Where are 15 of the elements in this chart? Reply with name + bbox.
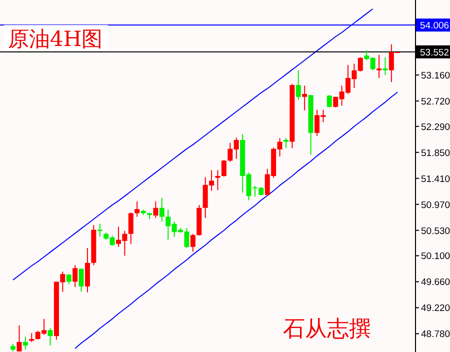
y-tick-label: 51.850: [421, 148, 450, 159]
ref-line-label: 54.006: [420, 20, 450, 32]
y-tick-label: 49.220: [421, 303, 450, 314]
ref-line-label: 53.552: [420, 47, 450, 58]
y-tick-label: 50.100: [421, 251, 450, 262]
annotation: 石从志撰: [283, 317, 371, 342]
y-tick-label: 49.660: [421, 277, 450, 288]
text: 原油4H图: [8, 27, 103, 51]
y-tick-label: 52.290: [421, 122, 450, 133]
y-tick-label: 50.530: [421, 226, 450, 237]
y-tick-label: 51.410: [421, 174, 450, 185]
y-tick-label: 50.970: [421, 200, 450, 211]
y-tick-label: 48.780: [421, 329, 450, 340]
y-tick-label: 52.720: [421, 96, 450, 108]
y-tick-label: 53.160: [421, 70, 450, 82]
